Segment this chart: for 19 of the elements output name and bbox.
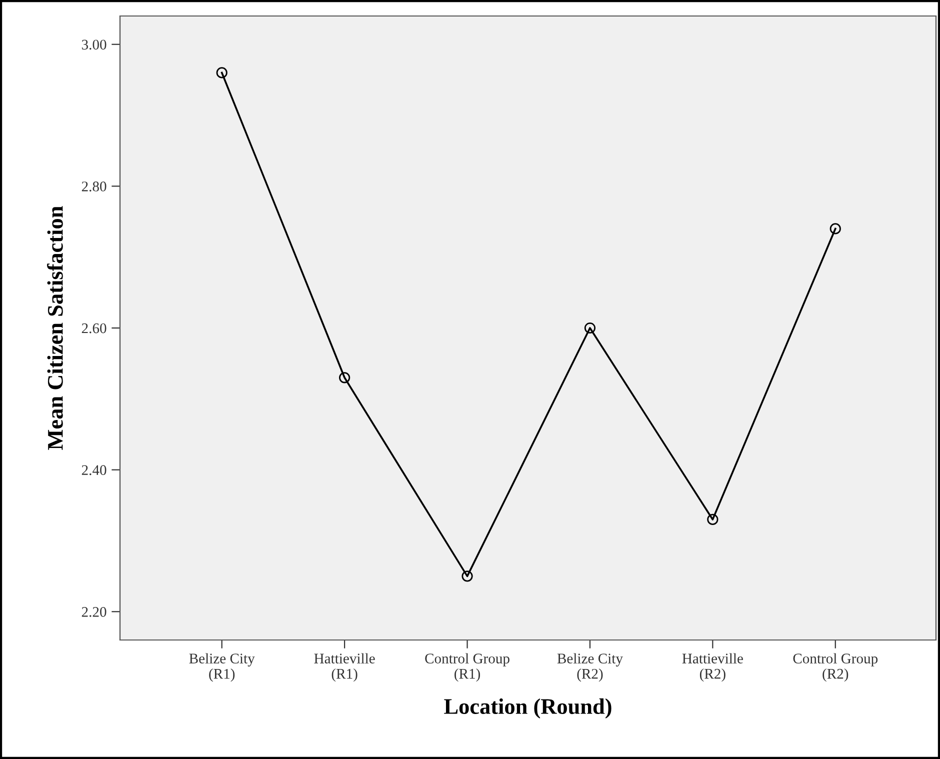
y-tick-label: 2.40 [82, 465, 106, 476]
x-tick-label: Belize City (R2) [557, 653, 623, 682]
x-tick-label: Hattieville (R2) [682, 653, 743, 682]
x-tick-label: Hattieville (R1) [314, 653, 375, 682]
point [216, 67, 228, 78]
point [707, 514, 718, 526]
x-tick-label: Belize City (R1) [189, 653, 255, 682]
y-tick-label: 2.20 [82, 607, 106, 617]
x-axis-title: Location (Round) [444, 698, 612, 719]
point [338, 372, 350, 384]
y-axis-title: Mean Citizen Satisfaction [47, 206, 63, 450]
x-tick-label: Control Group (R2) [793, 653, 878, 682]
y-tick-label: 2.60 [82, 323, 106, 334]
y-tick-label: 3.00 [82, 40, 106, 50]
x-tick-label: Control Group (R1) [425, 653, 510, 682]
point [830, 223, 841, 234]
y-tick-label: 2.80 [82, 182, 106, 192]
point [584, 322, 596, 334]
point [462, 570, 473, 582]
